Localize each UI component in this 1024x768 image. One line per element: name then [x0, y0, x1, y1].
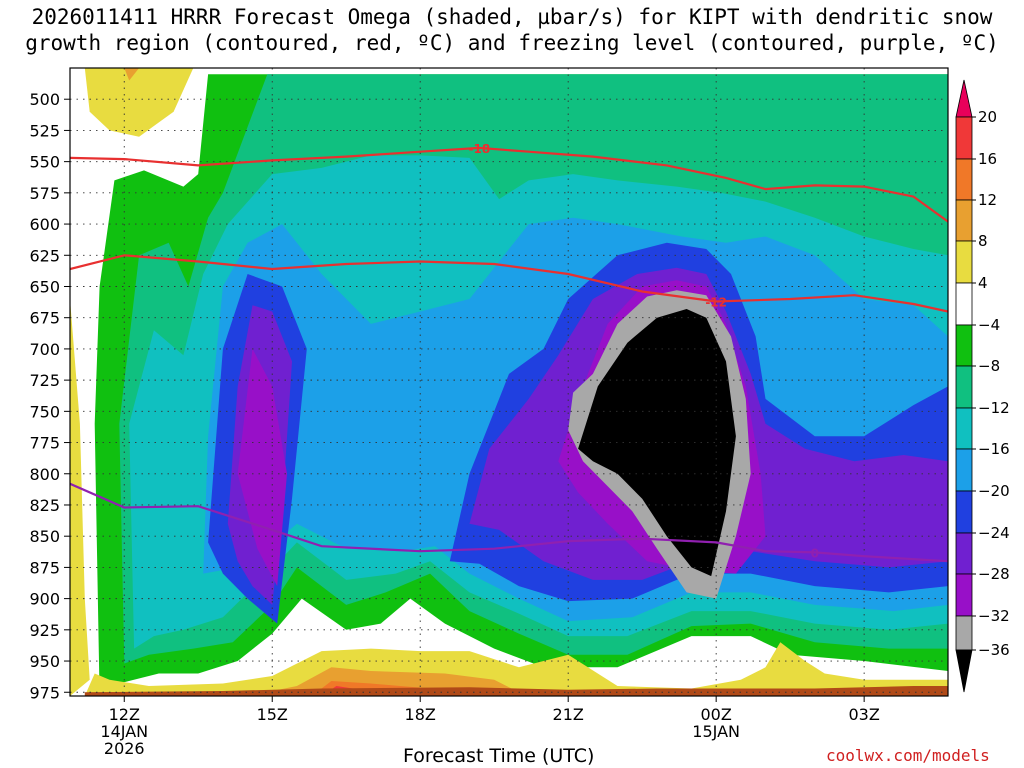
colorbar-bin [955, 365, 973, 409]
grid [70, 68, 948, 696]
y-tick-label: 675 [29, 309, 60, 328]
y-tick-label: 600 [29, 215, 60, 234]
x-tick-label: 12Z [109, 705, 140, 724]
site-credit[interactable]: coolwx.com/models [826, 746, 990, 765]
y-tick-label: 825 [29, 496, 60, 515]
x-tick-label: 21Z [553, 705, 584, 724]
colorbar-bin [955, 158, 973, 201]
y-tick-label: 575 [29, 184, 60, 203]
colorbar-label: −8 [978, 357, 1000, 375]
colorbar-bin [955, 448, 973, 492]
ground-strip [84, 686, 948, 696]
colorbar-bin [955, 240, 973, 284]
y-tick-label: 850 [29, 527, 60, 546]
y-tick-label: 525 [29, 121, 60, 140]
plot-frame [69, 67, 949, 697]
omega-region-15 [124, 68, 140, 81]
colorbar-bin [955, 532, 973, 575]
omega-region-14 [70, 299, 90, 696]
colorbar-bin [955, 282, 973, 326]
colorbar-cap-top [955, 79, 973, 118]
y-tick-label: 650 [29, 277, 60, 296]
title-line-2: growth region (contoured, red, ºC) and f… [25, 31, 999, 55]
colorbar-label: −28 [978, 565, 1010, 583]
omega-region-12 [84, 642, 948, 696]
y-tick-label: 775 [29, 434, 60, 453]
colorbar-label: −4 [978, 316, 1000, 334]
colorbar-label: −36 [978, 641, 1010, 659]
x-tick-label: 18Z [405, 705, 436, 724]
y-tick-label: 500 [29, 90, 60, 109]
y-axis: 500 525 550 575 600 625 650 675 700 725 750 775 800 8… [29, 90, 70, 702]
contour-line-dgz_-18 [70, 146, 948, 223]
y-tick-label: 725 [29, 371, 60, 390]
omega-region-8 [237, 348, 287, 587]
y-tick-label: 875 [29, 558, 60, 577]
colorbar-label: 16 [978, 150, 997, 168]
colorbar-bin [955, 490, 973, 534]
colorbar-bin [955, 407, 973, 450]
omega-region-13 [84, 68, 194, 137]
contour-label-dgz_-18: -18 [469, 142, 491, 156]
x-axis-title: Forecast Time (UTC) [403, 745, 595, 767]
contours: -18 -12 0 [70, 142, 948, 563]
contour-label-dgz_-12: -12 [705, 295, 727, 309]
x-tick-sublabel: 15JAN [692, 722, 740, 741]
colorbar-label: 20 [978, 108, 997, 126]
colorbar-label: −16 [978, 440, 1010, 458]
x-tick-label: 00Z [701, 705, 732, 724]
y-tick-label: 950 [29, 652, 60, 671]
contour-line-freezing_level_0 [70, 482, 948, 563]
y-tick-label: 900 [29, 590, 60, 609]
colorbar: 20 16 12 8 4 −4 −8 −12 −16 −20 −24 −28 −32 −36 [955, 79, 1010, 693]
colorbar-label: −12 [978, 399, 1010, 417]
y-tick-label: 925 [29, 621, 60, 640]
y-tick-label: 625 [29, 246, 60, 265]
contour-label-freezing_level_0: 0 [811, 546, 819, 560]
colorbar-cap-bottom [955, 649, 973, 693]
colorbar-label: −32 [978, 607, 1010, 625]
colorbar-label: 12 [978, 191, 997, 209]
y-tick-label: 975 [29, 683, 60, 702]
x-tick-label: 03Z [848, 705, 879, 724]
y-tick-label: 700 [29, 340, 60, 359]
colorbar-bin [955, 324, 973, 367]
x-tick-sublabel: 14JAN [100, 722, 148, 741]
y-tick-label: 800 [29, 465, 60, 484]
colorbar-label: 4 [978, 274, 988, 292]
colorbar-bin [955, 615, 973, 651]
y-tick-label: 750 [29, 402, 60, 421]
omega-region-11 [578, 309, 736, 577]
colorbar-bin [955, 116, 973, 160]
colorbar-label: −20 [978, 482, 1010, 500]
x-tick-sublabel: 2026 [104, 739, 145, 758]
colorbar-label: 8 [978, 232, 988, 250]
omega-shading [70, 68, 948, 696]
x-tick-label: 15Z [257, 705, 288, 724]
colorbar-bin [955, 573, 973, 617]
colorbar-bin [955, 199, 973, 242]
contour-line-dgz_-12 [70, 254, 948, 313]
title-line-1: 2026011411 HRRR Forecast Omega (shaded, … [31, 5, 993, 29]
y-tick-label: 550 [29, 153, 60, 172]
colorbar-label: −24 [978, 524, 1010, 542]
chart-title: 2026011411 HRRR Forecast Omega (shaded, … [0, 4, 1024, 56]
